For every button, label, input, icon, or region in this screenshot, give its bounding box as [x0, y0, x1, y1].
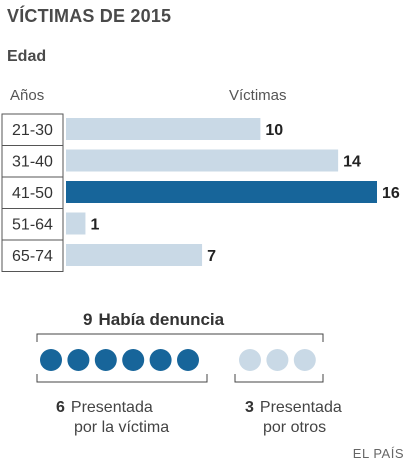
other-report-dot [239, 349, 261, 371]
age-tick-label: 21-30 [12, 122, 53, 139]
chart-title: VÍCTIMAS DE 2015 [7, 6, 172, 26]
bar-value-label: 7 [207, 248, 216, 265]
source-credit: EL PAÍS [352, 446, 404, 461]
own-report-dot [149, 349, 172, 371]
age-tick-label: 31-40 [12, 154, 53, 171]
denuncia-dot-chart [36, 333, 324, 383]
own-report-dot [94, 349, 117, 371]
age-label-box [1, 113, 64, 146]
own-report-dot [67, 349, 90, 371]
legend-other-count: 3 [245, 399, 254, 416]
age-label-box [1, 208, 64, 241]
victim-bar [66, 149, 339, 172]
own-report-dot [122, 349, 145, 371]
legend-own-line1: Presentada [70, 399, 153, 416]
age-label-box [1, 145, 64, 178]
legend-own-line2: por la víctima [74, 419, 170, 436]
denuncia-label: Había denuncia [98, 310, 225, 329]
victims-column-header: Víctimas [229, 87, 287, 104]
denuncia-heading: 9 Había denuncia [83, 310, 224, 330]
age-label-box [1, 239, 64, 272]
legend-other: 3 Presentada por otros [245, 398, 342, 438]
top-bracket [36, 333, 324, 342]
bar-value-label: 14 [343, 154, 361, 171]
bar-value-label: 10 [265, 122, 283, 139]
other-report-dot [293, 349, 316, 371]
chart-subtitle: Edad [7, 48, 47, 65]
bar-value-label: 1 [90, 217, 99, 234]
victim-bar [66, 244, 203, 266]
denuncia-total: 9 [83, 310, 93, 329]
legend-own-count: 6 [56, 399, 65, 416]
age-tick-label: 41-50 [12, 185, 53, 202]
other-bracket [234, 374, 324, 383]
own-report-dot [177, 349, 199, 371]
age-tick-label: 65-74 [12, 248, 53, 265]
victim-bar [66, 118, 261, 140]
own-bracket [36, 374, 208, 383]
legend-other-line2: por otros [263, 419, 327, 436]
legend-own: 6 Presentada por la víctima [56, 398, 169, 438]
years-column-header: Años [10, 87, 45, 104]
victim-bar [66, 181, 377, 203]
own-report-dot [40, 349, 62, 371]
legend-other-line1: Presentada [259, 399, 342, 416]
age-tick-label: 51-64 [12, 217, 53, 234]
age-bar-chart: 21-30 10 31-40 14 41-50 16 51-64 1 65-74 7 [1, 113, 400, 272]
bar-value-label: 16 [382, 185, 400, 202]
other-report-dot [266, 349, 289, 371]
victim-bar [66, 212, 86, 235]
